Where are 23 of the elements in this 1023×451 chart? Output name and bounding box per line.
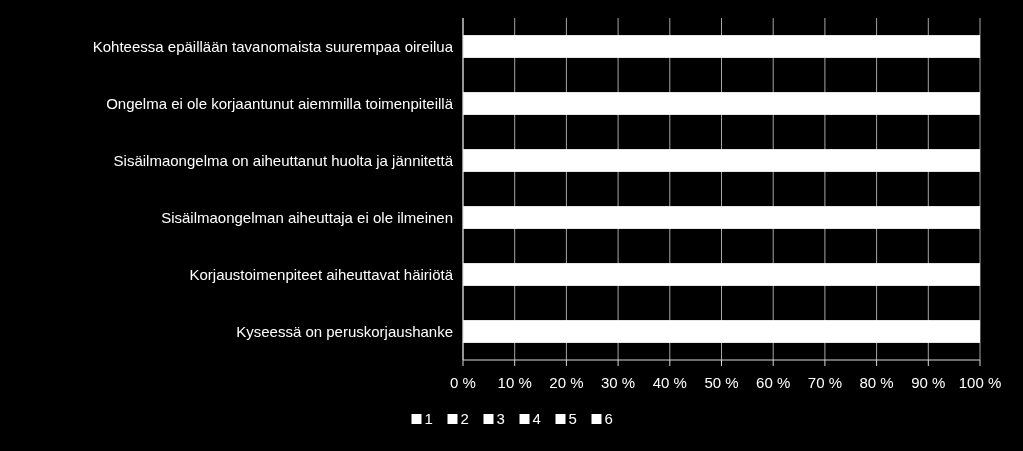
legend-label: 6 [604, 410, 613, 427]
x-tick-label: 10 % [497, 374, 532, 391]
x-tick-label: 80 % [859, 374, 894, 391]
y-tick-label: Sisäilmaongelma on aiheuttanut huolta ja jännitettä [113, 151, 454, 169]
x-tick-label: 100 % [958, 374, 1002, 391]
y-tick-label: Sisäilmaongelman aiheuttaja ei ole ilmeinen [161, 208, 453, 226]
y-tick-label: Kohteessa epäillään tavanomaista suurempaa oireilua [92, 37, 454, 55]
x-tick-label: 40 % [652, 374, 687, 391]
x-tick-label: 30 % [601, 374, 636, 391]
legend-label: 1 [424, 410, 433, 427]
legend-label: 3 [496, 410, 505, 427]
x-tick-label: 90 % [911, 374, 946, 391]
y-tick-label: Ongelma ei ole korjaantunut aiemmilla toimenpiteillä [106, 94, 454, 112]
x-tick-label: 20 % [549, 374, 584, 391]
legend-label: 4 [532, 410, 541, 427]
legend-label: 5 [568, 410, 577, 427]
x-tick-label: 70 % [807, 374, 842, 391]
y-tick-label: Kyseessä on peruskorjaushanke [236, 322, 453, 340]
x-tick-label: 0 % [450, 374, 476, 391]
legend-label: 2 [460, 410, 469, 427]
y-tick-label: Korjaustoimenpiteet aiheuttavat häiriötä [189, 265, 454, 283]
x-tick-label: 60 % [756, 374, 791, 391]
x-tick-label: 50 % [704, 374, 739, 391]
